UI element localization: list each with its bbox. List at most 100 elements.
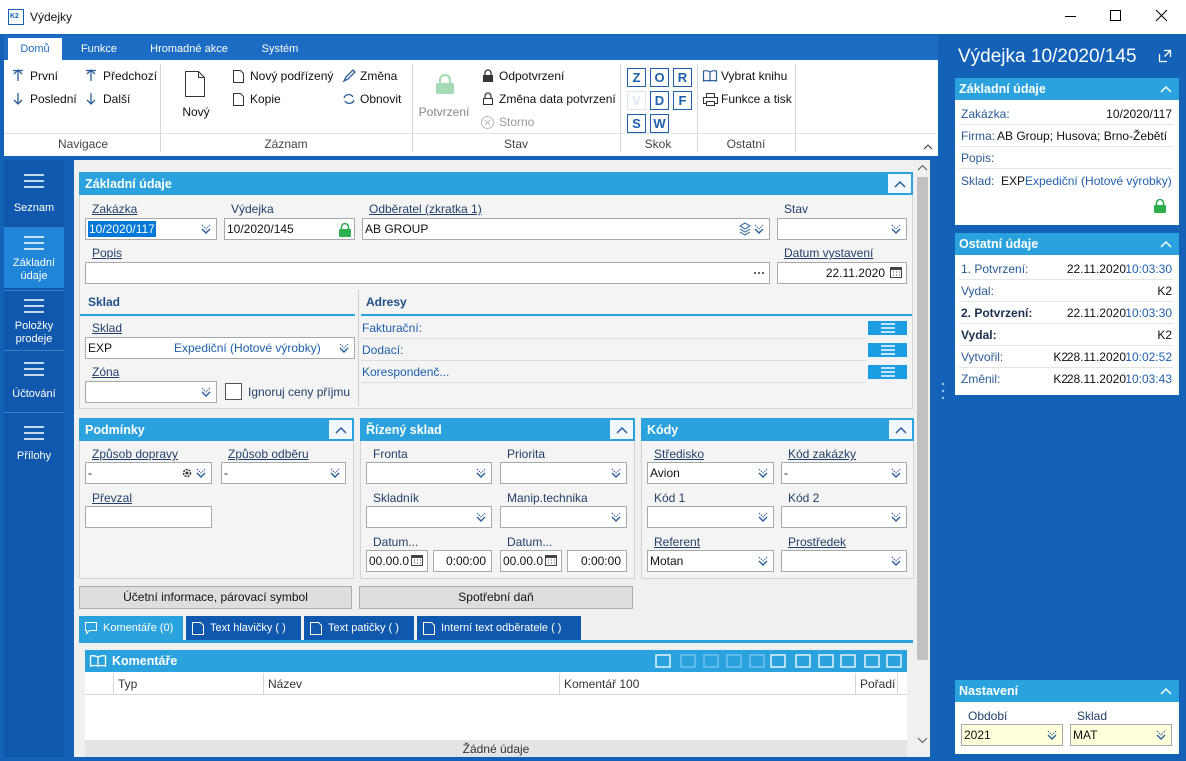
ribbon-tab[interactable]: Domů bbox=[20, 43, 50, 55]
text: Způsob dopravy bbox=[92, 447, 179, 461]
jump-key-label[interactable]: F bbox=[678, 93, 687, 108]
ribbon-separator bbox=[795, 64, 796, 152]
ribbon-button[interactable]: Změna data potvrzení bbox=[499, 92, 616, 106]
input[interactable] bbox=[85, 381, 217, 403]
ribbon-tab[interactable]: Funkce bbox=[80, 43, 118, 55]
input[interactable] bbox=[647, 550, 774, 572]
ribbon-button[interactable]: Potvrzení bbox=[418, 105, 470, 119]
ribbon-button[interactable]: Poslední bbox=[30, 92, 77, 106]
ribbon-button[interactable]: Nový bbox=[182, 105, 210, 119]
toolbar-icon[interactable] bbox=[886, 654, 902, 668]
input[interactable] bbox=[781, 506, 907, 528]
column-header[interactable]: Pořadí bbox=[860, 677, 896, 691]
jump-key[interactable] bbox=[627, 68, 646, 87]
tab-label[interactable]: Interní text odběratele ( ) bbox=[441, 622, 562, 634]
input[interactable] bbox=[85, 462, 212, 484]
input[interactable] bbox=[781, 462, 907, 484]
tab-label[interactable]: Text patičky ( ) bbox=[328, 622, 399, 634]
ribbon-tab[interactable]: Systém bbox=[261, 43, 299, 55]
nav-item[interactable]: Přílohy bbox=[16, 450, 52, 462]
column-header[interactable]: Název bbox=[268, 677, 303, 691]
tab[interactable] bbox=[417, 616, 581, 641]
info-value: AB Group; Husova; Brno-Žebětí bbox=[997, 129, 1168, 143]
toolbar-icon[interactable] bbox=[864, 654, 880, 668]
ribbon-button[interactable]: Další bbox=[103, 92, 131, 106]
jump-key-label[interactable]: S bbox=[632, 116, 641, 131]
jump-key-label[interactable]: W bbox=[653, 116, 666, 131]
toolbar-icon[interactable] bbox=[770, 654, 786, 668]
toolbar-icon[interactable] bbox=[703, 654, 719, 668]
jump-key-label[interactable]: V bbox=[632, 93, 641, 108]
ribbon-button[interactable]: První bbox=[30, 69, 59, 83]
jump-key[interactable] bbox=[673, 68, 692, 87]
jump-key-label[interactable]: R bbox=[677, 70, 688, 85]
input[interactable] bbox=[1070, 724, 1172, 746]
book-icon-part bbox=[89, 655, 107, 667]
ribbon-button[interactable]: Změna bbox=[360, 69, 398, 83]
nav-item[interactable]: Účtování bbox=[12, 388, 56, 400]
ribbon-button[interactable]: Obnovit bbox=[360, 92, 402, 106]
toolbar-icon[interactable] bbox=[795, 654, 811, 668]
jump-key[interactable] bbox=[673, 91, 692, 110]
jump-key[interactable] bbox=[627, 91, 646, 110]
ribbon-button[interactable]: Kopie bbox=[250, 92, 281, 106]
input[interactable] bbox=[500, 462, 627, 484]
toolbar-icon[interactable] bbox=[818, 654, 834, 668]
nav-item[interactable]: Základní údaje bbox=[12, 257, 56, 282]
toolbar-icon[interactable] bbox=[840, 654, 856, 668]
section-header bbox=[79, 172, 913, 195]
ribbon-button[interactable]: Nový podřízený bbox=[250, 69, 334, 83]
input[interactable] bbox=[362, 218, 770, 240]
button-label[interactable]: Spotřební daň bbox=[458, 590, 534, 604]
toolbar-icon[interactable] bbox=[726, 654, 742, 668]
input[interactable] bbox=[567, 550, 627, 572]
button[interactable] bbox=[359, 586, 633, 609]
input[interactable] bbox=[781, 550, 907, 572]
input[interactable] bbox=[647, 462, 774, 484]
input[interactable] bbox=[961, 724, 1063, 746]
column-header[interactable]: Komentář 100 bbox=[564, 677, 640, 691]
input[interactable] bbox=[366, 462, 492, 484]
input[interactable] bbox=[433, 550, 492, 572]
jump-key-label[interactable]: Z bbox=[632, 70, 641, 85]
maximize-button[interactable] bbox=[1110, 10, 1121, 21]
tab[interactable] bbox=[186, 616, 301, 641]
ribbon-tab[interactable]: Hromadné akce bbox=[150, 43, 228, 55]
jump-key[interactable] bbox=[650, 68, 669, 87]
address-icon-part bbox=[881, 367, 895, 377]
toolbar-icon[interactable] bbox=[680, 654, 696, 668]
input[interactable] bbox=[85, 506, 212, 528]
jump-key-label[interactable]: D bbox=[654, 93, 665, 108]
ribbon-button[interactable]: Odpotvrzení bbox=[499, 69, 565, 83]
input[interactable] bbox=[500, 506, 627, 528]
input[interactable] bbox=[777, 262, 907, 284]
ribbon-button[interactable]: Předchozí bbox=[103, 69, 158, 83]
tab-label[interactable]: Text hlavičky ( ) bbox=[210, 622, 286, 634]
checkbox[interactable] bbox=[225, 383, 242, 400]
button-label[interactable]: Účetní informace, párovací symbol bbox=[123, 590, 308, 604]
tab-label[interactable]: Komentáře (0) bbox=[103, 622, 174, 634]
tab[interactable] bbox=[304, 616, 414, 641]
jump-key[interactable] bbox=[627, 114, 646, 133]
jump-key-label[interactable]: O bbox=[654, 70, 665, 85]
button[interactable] bbox=[79, 586, 352, 609]
input[interactable] bbox=[366, 506, 492, 528]
ribbon-button[interactable]: Funkce a tisk bbox=[721, 92, 792, 106]
input[interactable] bbox=[85, 337, 355, 359]
input[interactable] bbox=[777, 218, 907, 240]
jump-key[interactable] bbox=[650, 91, 669, 110]
nav-item[interactable]: Seznam bbox=[13, 202, 55, 214]
minimize-button[interactable] bbox=[1065, 16, 1076, 17]
jump-key[interactable] bbox=[650, 114, 669, 133]
toolbar-icon[interactable] bbox=[749, 654, 765, 668]
nav-item[interactable]: Položky prodeje bbox=[14, 320, 54, 345]
toolbar-icon[interactable] bbox=[655, 654, 671, 668]
input[interactable] bbox=[224, 218, 355, 240]
ribbon-button[interactable]: Vybrat knihu bbox=[721, 69, 788, 83]
input[interactable] bbox=[85, 262, 770, 284]
ribbon-button[interactable]: Storno bbox=[499, 115, 535, 129]
input[interactable] bbox=[221, 462, 346, 484]
column-header[interactable]: Typ bbox=[118, 677, 138, 691]
close-button[interactable] bbox=[1155, 9, 1168, 22]
input[interactable] bbox=[647, 506, 774, 528]
